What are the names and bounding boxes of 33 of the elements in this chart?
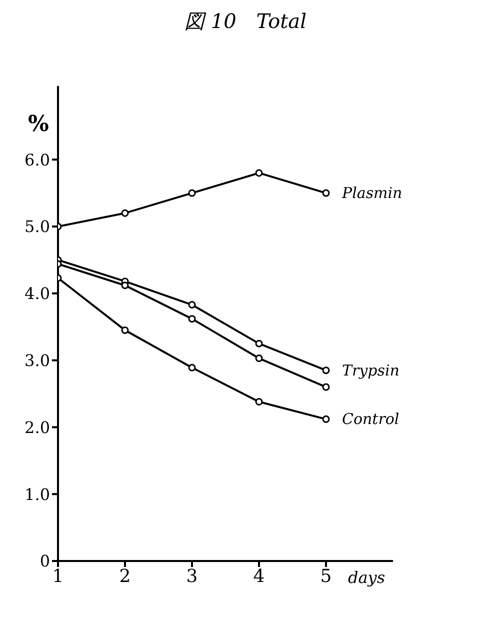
point (188, 315, 196, 323)
point (322, 189, 330, 197)
chart-title: 図 10 Total (184, 8, 308, 35)
point (255, 340, 263, 348)
point (121, 209, 129, 217)
series-label: Plasmin (341, 184, 402, 202)
point (322, 415, 330, 423)
x-tick-label: 1 (52, 566, 64, 587)
x-tick-label: 4 (253, 566, 265, 587)
series-label: Control (342, 410, 400, 428)
y-tick-label: 6.0 (24, 150, 50, 170)
x-tick-label: 5 (320, 566, 332, 587)
point (255, 354, 263, 362)
point (322, 383, 330, 391)
y-tick-label: 1.0 (24, 484, 50, 504)
point (121, 282, 129, 290)
point (255, 169, 263, 177)
point (121, 326, 129, 334)
x-tick-label: 2 (119, 566, 131, 587)
y-tick-label: 5.0 (24, 217, 50, 236)
y-tick-label: 4.0 (24, 284, 50, 304)
point (188, 189, 196, 197)
point (188, 301, 196, 309)
y-tick-label: 2.0 (24, 418, 50, 437)
x-tick-label: 3 (186, 566, 198, 587)
y-axis-title: % (28, 111, 49, 137)
y-tick-label: 3.0 (24, 350, 50, 370)
point (188, 364, 196, 372)
y-tick-label: 0 (40, 552, 50, 571)
x-axis-title: days (348, 568, 386, 587)
series-label: Trypsin (342, 361, 400, 380)
point (255, 398, 263, 406)
point (322, 366, 330, 374)
